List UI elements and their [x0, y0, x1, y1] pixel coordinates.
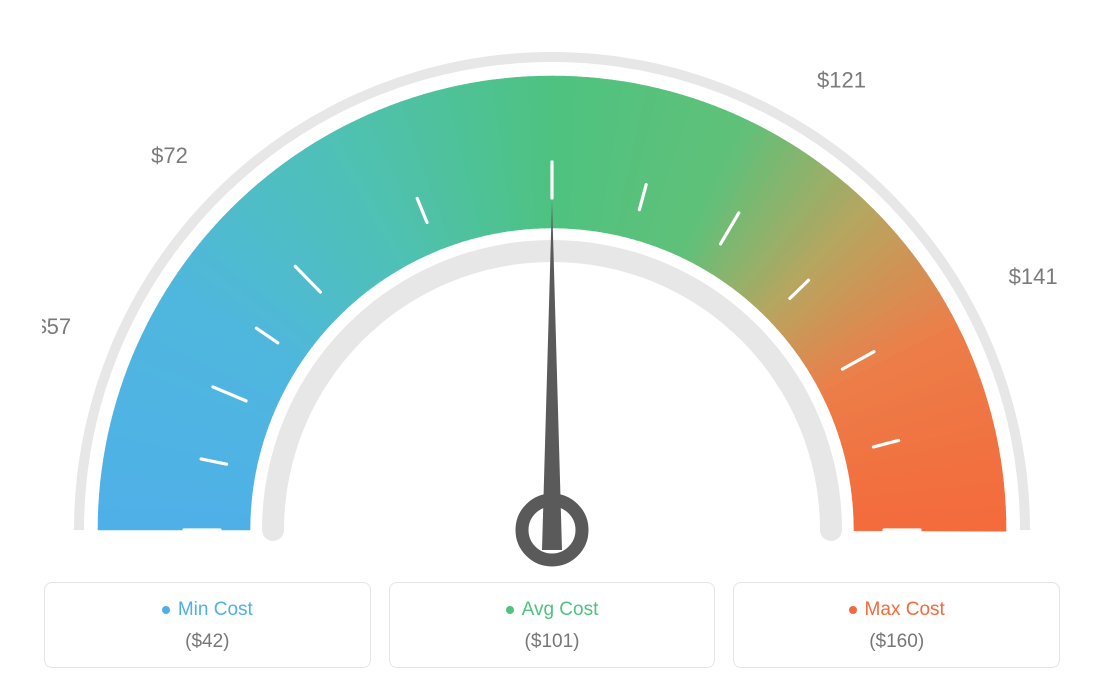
legend-dot-min	[162, 606, 170, 614]
legend-value-min: ($42)	[53, 631, 362, 653]
legend-title-avg: Avg Cost	[506, 599, 599, 621]
legend-row: Min Cost ($42) Avg Cost ($101) Max Cost …	[44, 582, 1060, 668]
legend-value-avg: ($101)	[398, 631, 707, 653]
tick-label: $57	[42, 314, 71, 339]
legend-card-min: Min Cost ($42)	[44, 582, 371, 668]
legend-label: Avg Cost	[522, 599, 599, 621]
legend-value-max: ($160)	[742, 631, 1051, 653]
legend-label: Min Cost	[178, 599, 253, 621]
legend-card-max: Max Cost ($160)	[733, 582, 1060, 668]
tick-label: $141	[1009, 264, 1058, 289]
legend-dot-max	[849, 606, 857, 614]
legend-title-max: Max Cost	[849, 599, 945, 621]
legend-dot-avg	[506, 606, 514, 614]
tick-label: $72	[151, 143, 188, 168]
legend-label: Max Cost	[865, 599, 945, 621]
tick-label: $121	[817, 67, 866, 92]
legend-title-min: Min Cost	[162, 599, 253, 621]
gauge-svg: $42$57$72$101$121$141$160	[42, 20, 1062, 580]
cost-gauge: $42$57$72$101$121$141$160	[42, 20, 1062, 580]
legend-card-avg: Avg Cost ($101)	[389, 582, 716, 668]
